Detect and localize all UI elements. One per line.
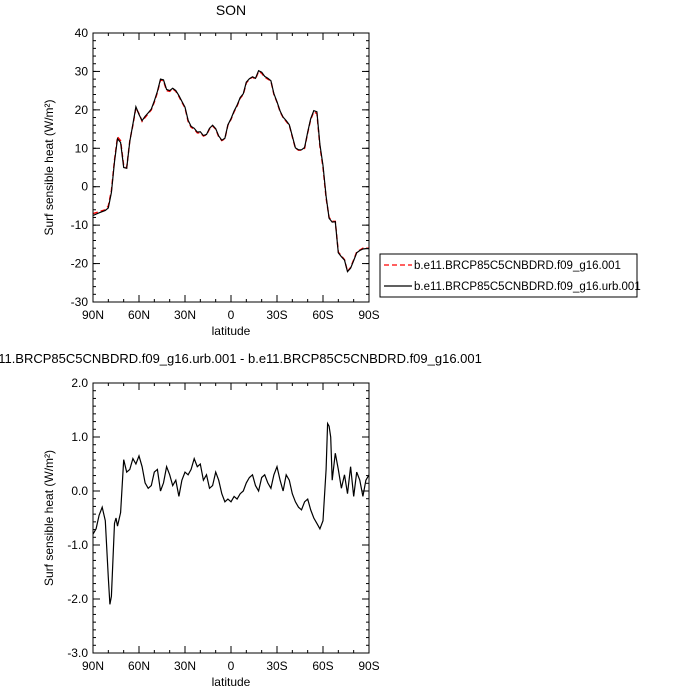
chart-title: SON — [216, 2, 246, 18]
legend: b.e11.BRCP85C5CNBDRD.f09_g16.001 b.e11.BR… — [379, 253, 641, 298]
x-tick-label: 60S — [312, 308, 333, 322]
y-tick-label: -20 — [71, 257, 89, 271]
series-line-1 — [92, 70, 369, 273]
x-tick-label: 90S — [358, 659, 379, 673]
y-tick-label: -2.0 — [67, 592, 88, 606]
y-tick-label: 30 — [75, 64, 89, 78]
y-tick-label: -1.0 — [67, 538, 88, 552]
x-tick-label: 30N — [174, 659, 196, 673]
y-tick-label: 0.0 — [71, 484, 88, 498]
y-tick-label: 2.0 — [71, 376, 88, 390]
x-tick-label: 30N — [174, 308, 196, 322]
x-tick-label: 90S — [358, 308, 379, 322]
series-line-2 — [92, 69, 369, 273]
x-tick-label: 60S — [312, 659, 333, 673]
legend-box — [379, 253, 638, 298]
x-tick-label: 30S — [266, 659, 287, 673]
x-tick-label: 90N — [82, 659, 104, 673]
y-tick-label: 40 — [75, 26, 89, 40]
y-axis-label: Surf sensible heat (W/m²) — [42, 450, 56, 586]
chart-title: b.e11.BRCP85C5CNBDRD.f09_g16.urb.001 - b… — [0, 351, 482, 366]
x-tick-label: 60N — [128, 308, 150, 322]
y-tick-label: 1.0 — [71, 430, 88, 444]
y-tick-label: -3.0 — [67, 646, 88, 660]
y-tick-label: -30 — [71, 295, 89, 309]
x-tick-label: 0 — [228, 308, 235, 322]
y-tick-label: 0 — [81, 180, 88, 194]
x-axis-label: latitude — [212, 324, 251, 338]
x-tick-label: 60N — [128, 659, 150, 673]
plot-frame — [92, 32, 370, 303]
legend-label: b.e11.BRCP85C5CNBDRD.f09_g16.urb.001 — [414, 281, 641, 293]
x-axis-label: latitude — [212, 675, 251, 689]
y-tick-label: 10 — [75, 141, 89, 155]
bottom-panel: b.e11.BRCP85C5CNBDRD.f09_g16.urb.001 - b… — [0, 351, 482, 689]
x-tick-label: 90N — [82, 308, 104, 322]
y-axis-label: Surf sensible heat (W/m²) — [42, 99, 56, 235]
y-tick-label: 20 — [75, 103, 89, 117]
y-tick-label: -10 — [71, 218, 89, 232]
x-tick-label: 0 — [228, 659, 235, 673]
top-panel: SON 90N 60N 30N 0 30S 60S 90S -30 -20 -10 0 10 20 30 40… — [42, 2, 641, 338]
plot-frame — [92, 382, 370, 654]
legend-label: b.e11.BRCP85C5CNBDRD.f09_g16.001 — [414, 260, 621, 272]
x-tick-label: 30S — [266, 308, 287, 322]
series-line-1 — [92, 421, 370, 605]
